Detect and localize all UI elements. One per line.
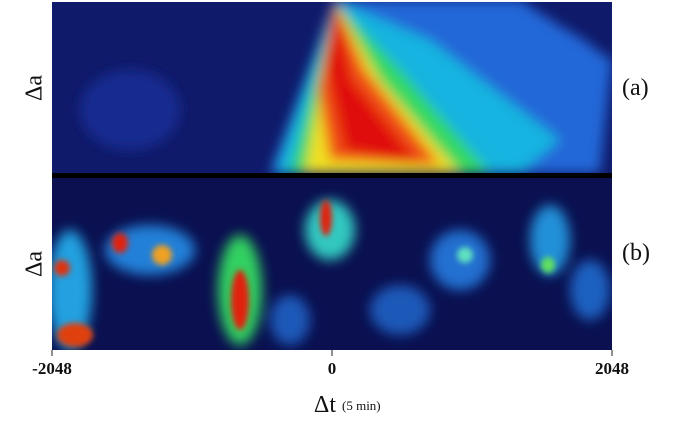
heat-blob — [570, 260, 610, 320]
heatmap-hotspots — [54, 200, 555, 347]
x-tick-label: 2048 — [595, 359, 629, 378]
panel-divider — [52, 173, 612, 178]
heat-blob — [270, 295, 310, 345]
y-axis-label: Δa — [22, 251, 48, 277]
heat-blob — [80, 70, 180, 150]
heat-blob — [152, 245, 172, 265]
heat-blob — [457, 247, 473, 263]
heat-blob — [320, 200, 332, 236]
heat-blob — [105, 225, 195, 275]
heat-blob — [325, 6, 420, 165]
x-tick-label: -2048 — [32, 359, 72, 378]
x-axis-unit: (5 min) — [342, 398, 381, 413]
heatmap-b — [52, 178, 612, 350]
heat-blob — [112, 233, 128, 253]
heat-blob — [57, 323, 93, 347]
heat-blob — [231, 270, 249, 330]
panel-label: (b) — [622, 240, 650, 266]
heat-blob — [541, 257, 555, 273]
heatmap-field — [80, 2, 612, 173]
x-axis-label: Δt — [314, 392, 336, 418]
y-axis-label: Δa — [22, 75, 48, 101]
heatmap-a — [52, 2, 612, 173]
heat-blob — [54, 260, 70, 276]
heat-blob — [370, 285, 430, 335]
x-tick-label: 0 — [328, 359, 337, 378]
heat-blob — [530, 205, 570, 275]
panel-label: (a) — [622, 75, 649, 101]
